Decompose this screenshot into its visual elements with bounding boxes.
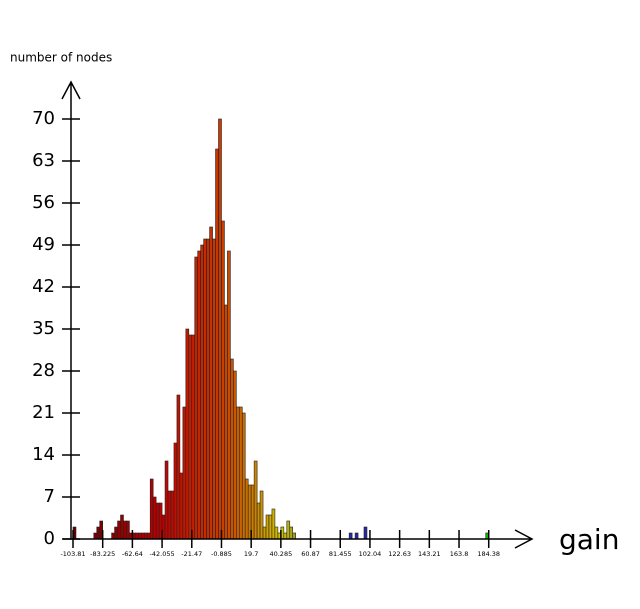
bar — [221, 220, 225, 540]
bar — [227, 250, 231, 540]
bar — [203, 238, 207, 540]
bar — [256, 502, 261, 540]
x-tick-label: 143.21 — [418, 550, 441, 558]
y-tick-label: 56 — [32, 192, 55, 213]
x-tick-label: -62.64 — [122, 550, 143, 558]
x-tick-label: 122.63 — [388, 550, 411, 558]
x-tick-label: -21.47 — [181, 550, 202, 558]
bar — [233, 370, 237, 540]
bar — [218, 118, 222, 540]
bar — [167, 490, 172, 540]
bar — [262, 526, 267, 540]
bar — [191, 334, 196, 540]
bar — [363, 526, 368, 540]
y-tick-label: 49 — [32, 234, 55, 255]
y-tick-label: 35 — [32, 318, 55, 339]
bar — [120, 514, 124, 540]
x-tick-label: -103.81 — [60, 550, 85, 558]
x-tick-label: 60.87 — [301, 550, 320, 558]
bar — [354, 532, 359, 540]
y-tick-label: 63 — [32, 150, 55, 171]
bar — [286, 520, 291, 540]
bar — [206, 238, 210, 540]
bar — [123, 520, 127, 540]
x-tick-label: 184.38 — [477, 550, 500, 558]
bar — [268, 514, 273, 540]
x-tick-label: 19.7 — [244, 550, 258, 558]
y-tick-label: 0 — [44, 528, 55, 549]
bar — [241, 412, 246, 540]
bar — [230, 358, 234, 540]
bar — [348, 532, 353, 540]
bar — [164, 460, 169, 540]
bar — [212, 238, 216, 540]
bar — [114, 526, 118, 540]
bar — [209, 226, 213, 540]
bar — [236, 406, 240, 540]
x-tick-label: 102.04 — [359, 550, 382, 558]
bar — [179, 472, 184, 540]
bar — [173, 442, 178, 540]
bar — [155, 502, 160, 540]
y-axis-label: number of nodes — [10, 51, 112, 65]
bar — [283, 532, 288, 540]
x-axis — [63, 529, 534, 549]
y-tick-label: 7 — [44, 486, 55, 507]
bar — [176, 394, 181, 540]
bar — [126, 520, 130, 540]
x-tick-label: 40.285 — [269, 550, 292, 558]
x-tick-label: -0.885 — [211, 550, 232, 558]
bar — [143, 532, 148, 540]
bar — [170, 490, 175, 540]
bar — [274, 526, 279, 540]
bar — [194, 256, 199, 540]
bar — [152, 496, 157, 540]
bar — [138, 532, 142, 540]
y-tick-label: 70 — [32, 108, 55, 129]
x-tick-label: -83.225 — [90, 550, 115, 558]
bar — [200, 244, 204, 540]
bar — [259, 490, 264, 540]
bar — [111, 532, 115, 540]
bar — [289, 526, 294, 540]
bar — [238, 406, 243, 540]
bar — [265, 514, 270, 540]
bar — [93, 532, 98, 540]
bar — [149, 478, 154, 540]
bar — [146, 532, 151, 540]
bar — [135, 532, 139, 540]
bar — [253, 460, 258, 540]
bar — [185, 328, 190, 540]
bar — [292, 532, 297, 540]
x-tick-label: 163.8 — [450, 550, 469, 558]
y-tick-label: 21 — [32, 402, 55, 423]
bar — [271, 508, 276, 540]
x-axis-label: gain — [559, 523, 619, 556]
x-tick-label: 81.455 — [329, 550, 352, 558]
y-tick-label: 28 — [32, 360, 55, 381]
y-axis — [61, 80, 81, 539]
bar — [96, 526, 101, 540]
bar — [188, 334, 193, 540]
bar — [244, 478, 249, 540]
bar — [182, 406, 187, 540]
bar — [140, 532, 145, 540]
bar — [197, 250, 201, 540]
y-tick-label: 14 — [32, 444, 55, 465]
bar — [117, 520, 121, 540]
bar — [215, 148, 219, 540]
bar — [224, 304, 228, 540]
y-tick-label: 42 — [32, 276, 55, 297]
x-tick-label: -42.055 — [150, 550, 175, 558]
